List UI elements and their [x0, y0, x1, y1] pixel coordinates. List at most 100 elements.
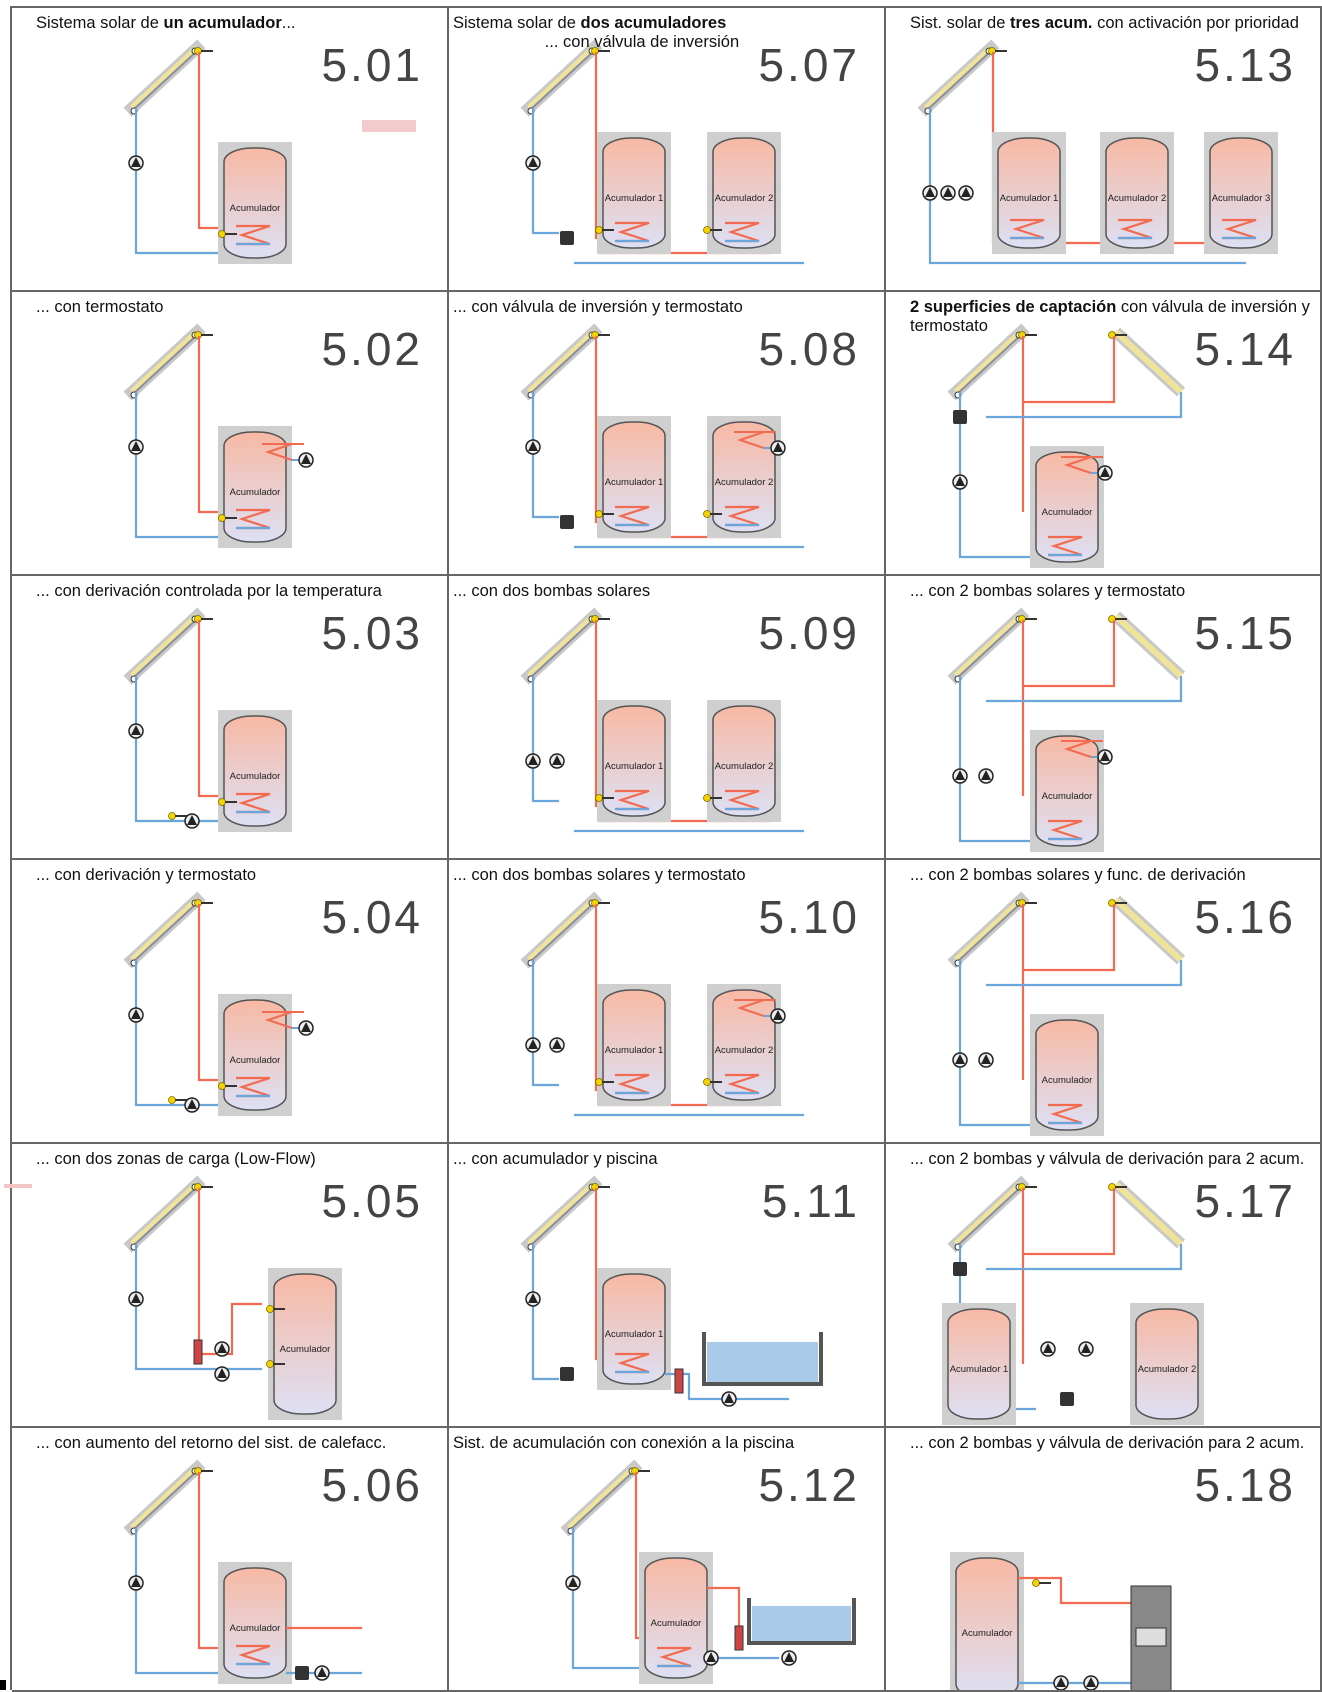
cell-title: ... con 2 bombas y válvula de derivación… — [910, 1434, 1305, 1452]
diagram-cell-5.14: Acumulador 2 superficies de captación con… — [886, 292, 1322, 576]
pump-icon — [1040, 1341, 1056, 1357]
cell-title: Sist. solar de tres acum. con activación… — [910, 14, 1299, 32]
scheme-diagram: Acumulador — [947, 891, 1186, 1136]
diagram-cell-5.06: Acumulador ... con aumento del retorno de… — [12, 1428, 449, 1692]
storage-tank: Acumulador 1 — [942, 1303, 1016, 1425]
pump-icon — [525, 439, 541, 455]
storage-tank: Acumulador 2 — [707, 132, 781, 254]
pump-icon — [298, 452, 314, 468]
tank-label: Acumulador 1 — [605, 1045, 664, 1056]
storage-tank: Acumulador 1 — [597, 984, 671, 1106]
heat-exchanger-icon — [236, 224, 271, 246]
pump-icon — [128, 439, 144, 455]
storage-tank: Acumulador 2 — [707, 984, 781, 1106]
scheme-diagram: Acumulador — [947, 323, 1186, 568]
storage-tank: Acumulador — [218, 426, 292, 548]
solar-collector-icon — [520, 891, 603, 969]
storage-tank: Acumulador 1 — [597, 132, 671, 254]
valve-icon — [953, 1262, 967, 1276]
pump-icon — [770, 440, 786, 456]
sensor-icon — [218, 514, 237, 522]
sensor-icon — [266, 1305, 285, 1313]
pump-icon — [128, 155, 144, 171]
solar-collector-icon — [123, 891, 206, 969]
pump-icon — [978, 768, 994, 784]
pump-icon — [128, 1291, 144, 1307]
scheme-diagram: Acumulador — [123, 607, 292, 832]
heat-exchanger-icon — [615, 505, 650, 527]
storage-tank: Acumulador 2 — [707, 700, 781, 822]
cell-title: ... con acumulador y piscina — [453, 1150, 658, 1168]
decorative-marker — [0, 1680, 6, 1690]
solar-collector-icon — [947, 891, 1030, 969]
tank-label: Acumulador 1 — [1000, 193, 1059, 204]
pump-icon — [1053, 1675, 1069, 1690]
pump-icon — [1097, 749, 1113, 765]
diagram-cell-5.11: Acumulador 1 ... con acumulador y piscina… — [449, 1144, 886, 1428]
scheme-number: 5.16 — [1194, 891, 1296, 943]
cell-title: ... con dos zonas de carga (Low-Flow) — [36, 1150, 316, 1168]
diagram-cell-5.18: Acumulador ... con 2 bombas y válvula de … — [886, 1428, 1322, 1692]
diagram-cell-5.04: Acumulador ... con derivación y termostat… — [12, 860, 449, 1144]
tank-label: Acumulador — [230, 1055, 281, 1066]
pump-icon — [721, 1391, 737, 1407]
pump-icon — [549, 753, 565, 769]
storage-tank: Acumulador — [1030, 1014, 1104, 1136]
sensor-icon — [266, 1360, 285, 1368]
solar-collector-icon — [560, 1459, 643, 1537]
solar-collector-icon — [917, 39, 1000, 117]
sensor-icon — [703, 226, 722, 234]
pool-icon — [747, 1598, 856, 1645]
tank-label: Acumulador 3 — [1212, 193, 1271, 204]
pump-icon — [958, 185, 974, 201]
pump-icon — [781, 1650, 797, 1666]
heat-exchanger-icon — [236, 1076, 271, 1098]
solar-collector-icon — [123, 1175, 206, 1253]
storage-tank: Acumulador 2 — [1130, 1303, 1204, 1425]
valve-icon — [560, 231, 574, 245]
storage-tank: Acumulador — [1030, 446, 1104, 568]
sensor-icon — [703, 1078, 722, 1086]
solar-collector-icon — [947, 323, 1030, 401]
sensor-icon — [1032, 1579, 1051, 1587]
sensor-icon — [703, 794, 722, 802]
diagram-cell-5.13: Acumulador 1 Acumulador 2 Acumulador 3 Sist… — [886, 8, 1322, 292]
scheme-number: 5.17 — [1194, 1175, 1296, 1227]
cell-title: ... con dos bombas solares y termostato — [453, 866, 746, 884]
scheme-number: 5.13 — [1194, 39, 1296, 91]
scheme-number: 5.08 — [758, 323, 860, 375]
pump-icon — [1078, 1341, 1094, 1357]
solar-collector-icon — [947, 607, 1030, 685]
scheme-diagram: Acumulador — [560, 1459, 856, 1684]
scheme-diagram: Acumulador — [123, 891, 314, 1116]
pump-icon — [214, 1341, 230, 1357]
tank-label: Acumulador — [1042, 791, 1093, 802]
pump-icon — [525, 155, 541, 171]
tank-label: Acumulador 2 — [715, 477, 774, 488]
storage-tank: Acumulador 1 — [992, 132, 1066, 254]
heat-exchanger-icon — [657, 1646, 692, 1668]
pump-icon — [952, 768, 968, 784]
heat-exchanger-icon — [725, 505, 760, 527]
heat-exchanger-icon — [1048, 819, 1083, 841]
storage-tank: Acumulador — [950, 1552, 1024, 1690]
pump-icon — [1097, 465, 1113, 481]
diagram-cell-5.07: Acumulador 1 Acumulador 2 Sistema solar de… — [449, 8, 886, 292]
pump-icon — [770, 1008, 786, 1024]
scheme-number: 5.12 — [758, 1459, 860, 1511]
heat-exchanger-icon — [1048, 1103, 1083, 1125]
scheme-number: 5.02 — [321, 323, 423, 375]
storage-tank: Acumulador 2 — [1100, 132, 1174, 254]
heat-exchanger-icon — [725, 1073, 760, 1095]
pump-icon — [314, 1665, 330, 1681]
pump-icon — [1083, 1675, 1099, 1690]
tank-label: Acumulador 2 — [715, 193, 774, 204]
solar-collector-icon — [123, 323, 206, 401]
pipe — [1023, 904, 1116, 972]
sensor-icon — [595, 510, 614, 518]
scheme-number: 5.06 — [321, 1459, 423, 1511]
solar-collector-icon — [1113, 613, 1184, 679]
heat-exchanger-icon — [236, 508, 271, 530]
storage-tank: Acumulador — [218, 994, 292, 1116]
tank-label: Acumulador — [230, 203, 281, 214]
